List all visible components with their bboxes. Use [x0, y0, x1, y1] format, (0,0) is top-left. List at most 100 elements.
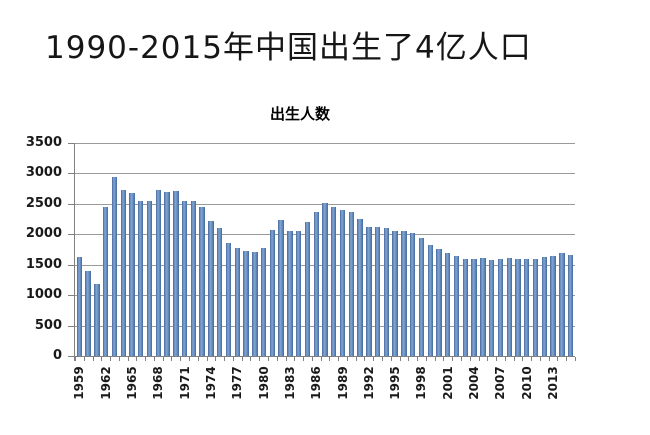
x-axis-tick: [92, 357, 94, 361]
bar: [550, 256, 556, 356]
bar: [383, 228, 390, 356]
x-axis-tick: [250, 357, 252, 361]
bar: [111, 177, 118, 356]
chart-title: 出生人数: [269, 105, 330, 123]
y-axis-tick: [68, 325, 74, 327]
x-axis-tick: [539, 357, 541, 361]
x-axis-label: 1992: [361, 366, 376, 400]
x-axis-tick: [83, 357, 85, 361]
bar: [392, 231, 398, 356]
x-axis-label: 1965: [125, 366, 140, 400]
bar: [103, 206, 109, 356]
x-axis-tick: [189, 357, 191, 361]
x-axis-tick: [469, 357, 471, 361]
gridline: [75, 143, 575, 144]
bar: [146, 201, 153, 356]
y-axis-label: 3500: [25, 135, 62, 150]
x-axis-tick: [180, 357, 182, 361]
bar: [427, 244, 433, 356]
x-axis-tick: [303, 357, 305, 361]
x-axis-tick: [531, 357, 533, 361]
y-axis-tick: [68, 143, 74, 144]
bar: [252, 251, 258, 356]
bar: [436, 248, 442, 356]
bar: [164, 192, 170, 356]
x-axis-tick: [417, 357, 419, 361]
gridline: [75, 173, 575, 175]
bar: [269, 230, 276, 356]
x-axis-tick: [311, 357, 313, 361]
x-axis-tick: [425, 357, 427, 361]
y-axis-line: [74, 143, 75, 361]
y-axis-tick: [68, 356, 74, 357]
x-axis-label: 1989: [335, 366, 350, 400]
x-axis-label: 2004: [467, 366, 482, 400]
bar: [471, 259, 477, 356]
x-axis-tick: [504, 357, 506, 361]
y-axis-tick: [68, 295, 74, 297]
x-axis-label: 1962: [98, 366, 113, 400]
x-axis-tick: [153, 357, 155, 361]
bar: [173, 191, 179, 356]
x-axis-tick: [294, 357, 296, 361]
x-axis-tick: [557, 357, 559, 361]
x-axis-tick: [382, 357, 384, 361]
x-axis-tick: [197, 357, 199, 361]
x-axis-tick: [101, 357, 103, 361]
x-axis-label: 1959: [72, 366, 87, 400]
plot-area: [75, 143, 575, 356]
x-axis-tick: [566, 357, 568, 361]
bar: [278, 220, 284, 356]
bar: [410, 232, 416, 356]
bar: [313, 211, 319, 356]
bar: [181, 200, 188, 356]
bar: [462, 259, 469, 356]
x-axis-tick: [136, 357, 138, 361]
x-axis-tick: [373, 357, 375, 361]
x-axis-tick: [408, 357, 410, 361]
x-axis-label: 1974: [203, 366, 218, 400]
x-axis-tick: [285, 357, 287, 361]
bar: [357, 219, 363, 356]
bar: [234, 247, 240, 356]
bar: [453, 256, 460, 356]
x-axis-label: 2007: [493, 366, 508, 400]
x-axis-tick: [267, 357, 269, 361]
x-axis-tick: [75, 357, 76, 361]
x-axis-tick: [110, 357, 112, 361]
y-axis-tick: [68, 203, 74, 205]
y-axis-label: 1500: [25, 256, 62, 272]
bar: [225, 243, 232, 356]
x-axis-tick: [548, 357, 550, 361]
x-axis-tick: [276, 357, 278, 361]
x-axis-tick: [127, 357, 129, 361]
bar: [401, 230, 407, 356]
y-axis-tick: [68, 234, 74, 236]
x-axis-label: 1983: [282, 366, 297, 400]
x-axis-tick: [443, 357, 445, 361]
y-axis-tick: [68, 173, 74, 175]
x-axis-label: 1980: [256, 366, 271, 400]
x-axis-tick: [346, 357, 348, 361]
y-axis-tick: [68, 264, 74, 266]
x-axis-tick: [399, 357, 401, 361]
x-axis-tick: [452, 357, 454, 361]
x-axis-tick: [496, 357, 498, 361]
bar: [418, 238, 425, 356]
x-axis-label: 1998: [414, 366, 429, 400]
bar: [480, 257, 486, 356]
y-axis-label: 3000: [25, 165, 62, 181]
x-axis-tick: [478, 357, 480, 361]
y-axis-label: 2000: [25, 226, 62, 242]
x-axis-label: 1968: [151, 366, 166, 400]
birth-chart: 出生人数 0 500 1000 1500 2000 2500 3000 3500 1959 19…: [0, 95, 650, 435]
bar: [567, 255, 574, 356]
bar: [322, 203, 328, 356]
bar: [506, 258, 512, 356]
bar: [217, 228, 223, 356]
bar: [190, 200, 197, 356]
x-axis-tick: [460, 357, 462, 361]
x-axis-tick: [206, 357, 208, 361]
x-axis-line: [74, 356, 575, 357]
